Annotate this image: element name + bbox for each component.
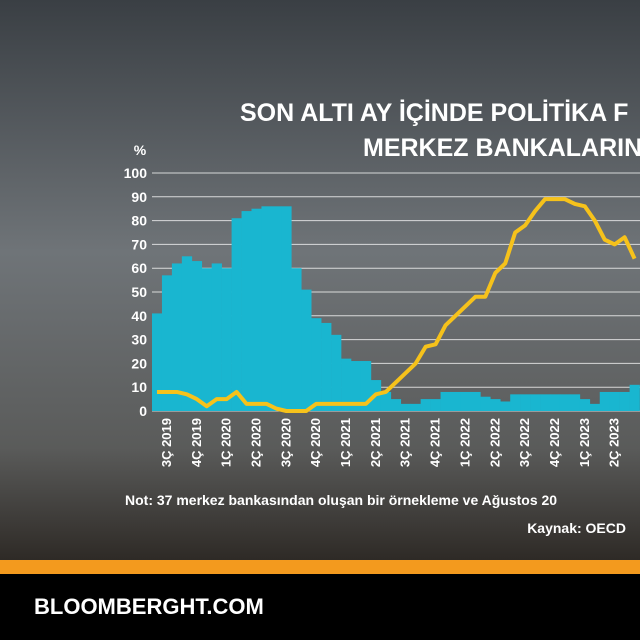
source: Kaynak: OECD xyxy=(527,520,626,536)
y-tick-label: 90 xyxy=(131,189,147,205)
bar xyxy=(281,206,292,411)
bar xyxy=(390,399,402,411)
x-tick-label: 2Ç 2021 xyxy=(368,418,383,467)
bar xyxy=(410,403,421,411)
bar xyxy=(291,268,302,411)
note: Not: 37 merkez bankasından oluşan bir ör… xyxy=(125,492,557,508)
bar xyxy=(351,361,362,411)
bar xyxy=(191,261,203,411)
bar xyxy=(530,394,541,411)
bar xyxy=(171,263,183,411)
y-tick-label: 80 xyxy=(131,213,147,229)
bar xyxy=(420,399,431,411)
y-tick-label: 20 xyxy=(131,355,147,371)
bar xyxy=(490,399,501,411)
bar xyxy=(589,403,601,411)
bar xyxy=(609,391,620,411)
x-tick-label: 3Ç 2022 xyxy=(517,418,532,467)
bar xyxy=(331,334,342,411)
y-axis-label: % xyxy=(134,142,147,158)
x-tick-label: 2Ç 2023 xyxy=(607,418,622,467)
bar xyxy=(211,263,222,411)
x-tick-label: 3Ç 2020 xyxy=(278,418,293,467)
bar xyxy=(231,218,242,411)
footer-bar xyxy=(0,574,640,640)
bar xyxy=(460,391,471,411)
bar xyxy=(550,394,561,411)
bar xyxy=(440,391,451,411)
bar xyxy=(251,208,262,411)
y-tick-label: 10 xyxy=(131,379,147,395)
brand: BLOOMBERGHT.COM xyxy=(34,594,264,619)
bar xyxy=(470,391,481,411)
y-tick-label: 30 xyxy=(131,332,147,348)
x-tick-label: 1Ç 2023 xyxy=(577,418,592,467)
bar xyxy=(380,391,392,411)
bar xyxy=(569,394,581,411)
x-tick-label: 4Ç 2020 xyxy=(308,418,323,467)
bar xyxy=(221,268,232,411)
x-tick-label: 1Ç 2020 xyxy=(219,418,234,467)
bar xyxy=(430,399,441,411)
accent-stripe xyxy=(0,560,640,574)
bar xyxy=(520,394,531,411)
bar xyxy=(480,396,491,411)
bar xyxy=(161,275,173,411)
x-tick-label: 3Ç 2019 xyxy=(159,418,174,467)
x-tick-label: 2Ç 2020 xyxy=(248,418,263,467)
bar xyxy=(301,289,312,411)
bar xyxy=(579,399,591,411)
y-tick-label: 100 xyxy=(124,165,148,181)
bar xyxy=(510,394,521,411)
x-tick-label: 1Ç 2021 xyxy=(338,418,353,467)
bar xyxy=(559,394,571,411)
x-tick-label: 4Ç 2022 xyxy=(547,418,562,467)
bar xyxy=(241,211,252,411)
bar xyxy=(360,361,372,411)
chart-title: SON ALTI AY İÇİNDE POLİTİKA F xyxy=(240,99,628,127)
bar xyxy=(152,313,163,411)
y-tick-label: 40 xyxy=(131,308,147,324)
y-tick-label: 60 xyxy=(131,260,147,276)
chart-title: MERKEZ BANKALARIN xyxy=(363,134,640,162)
bar xyxy=(201,268,212,411)
x-tick-label: 1Ç 2022 xyxy=(457,418,472,467)
bar xyxy=(400,403,411,411)
x-tick-label: 4Ç 2021 xyxy=(428,418,443,467)
y-tick-label: 0 xyxy=(139,403,147,419)
x-tick-label: 4Ç 2019 xyxy=(189,418,204,467)
x-tick-label: 2Ç 2022 xyxy=(487,418,502,467)
y-tick-label: 70 xyxy=(131,236,147,252)
bar xyxy=(321,322,332,411)
bar xyxy=(540,394,551,411)
bar xyxy=(261,206,272,411)
bar xyxy=(629,384,640,411)
x-tick-label: 3Ç 2021 xyxy=(398,418,413,467)
bar xyxy=(181,256,193,411)
bar xyxy=(311,318,322,411)
y-tick-label: 50 xyxy=(131,284,147,300)
bar xyxy=(450,391,461,411)
bar xyxy=(619,391,630,411)
bar xyxy=(599,391,610,411)
bar xyxy=(271,206,282,411)
bar xyxy=(500,401,511,411)
line xyxy=(156,197,637,413)
bar xyxy=(341,358,352,411)
background xyxy=(0,0,640,560)
